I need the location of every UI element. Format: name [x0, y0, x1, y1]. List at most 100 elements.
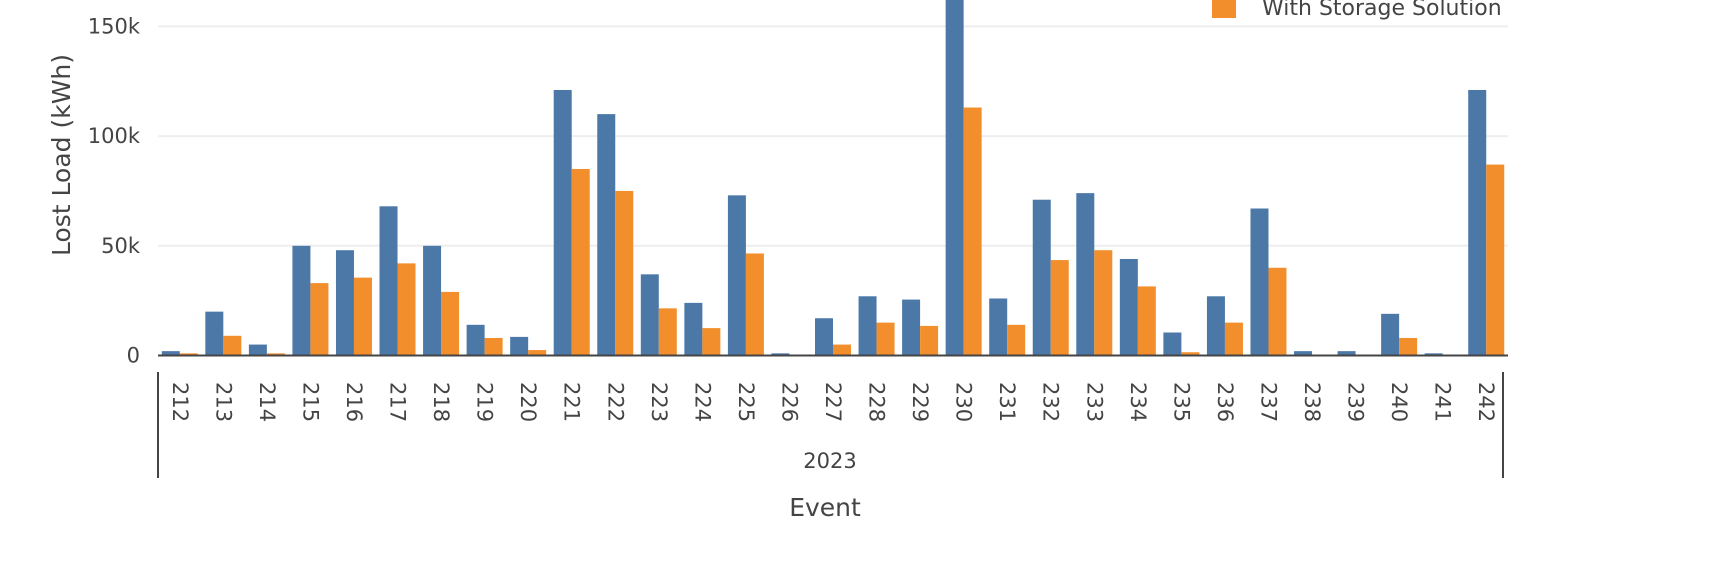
- bar-baseline-219[interactable]: [466, 324, 485, 356]
- bar-baseline-214[interactable]: [248, 344, 267, 356]
- bar-baseline-241[interactable]: [1424, 353, 1443, 356]
- x-tick-label-238: 238: [1300, 382, 1324, 422]
- bar-baseline-230[interactable]: [945, 0, 964, 356]
- bar-baseline-232[interactable]: [1032, 199, 1051, 356]
- bar-with-storage-235[interactable]: [1181, 352, 1200, 356]
- year-label: 2023: [803, 449, 856, 473]
- bar-with-storage-231[interactable]: [1007, 324, 1026, 356]
- y-tick-label: 150k: [88, 14, 141, 38]
- bar-with-storage-219[interactable]: [484, 337, 503, 356]
- bar-with-storage-240[interactable]: [1399, 337, 1418, 356]
- x-tick-label-220: 220: [516, 382, 540, 422]
- x-tick-label-216: 216: [342, 382, 366, 422]
- bar-with-storage-234[interactable]: [1137, 286, 1156, 356]
- bar-baseline-242[interactable]: [1468, 89, 1487, 356]
- bar-with-storage-237[interactable]: [1268, 267, 1287, 356]
- x-tick-label-230: 230: [952, 382, 976, 422]
- x-tick-label-227: 227: [821, 382, 845, 422]
- bar-baseline-215[interactable]: [292, 245, 311, 356]
- bar-baseline-220[interactable]: [510, 336, 529, 356]
- x-axis-ticks: 212 213 214 215 216 217 218 219 220 221 222 223 224 2…: [168, 382, 1498, 422]
- x-tick-label-229: 229: [908, 382, 932, 422]
- bar-with-storage-215[interactable]: [310, 283, 329, 356]
- x-tick-label-224: 224: [690, 382, 714, 422]
- x-tick-label-213: 213: [211, 382, 235, 422]
- bar-with-storage-232[interactable]: [1050, 260, 1069, 356]
- legend-swatch-with-storage[interactable]: [1212, 0, 1236, 18]
- bar-with-storage-225[interactable]: [745, 253, 764, 356]
- bars: [161, 0, 1505, 356]
- bar-baseline-212[interactable]: [161, 351, 180, 356]
- y-tick-label: 50k: [101, 234, 141, 258]
- bar-with-storage-213[interactable]: [223, 335, 242, 356]
- x-tick-label-217: 217: [386, 382, 410, 422]
- bar-with-storage-228[interactable]: [876, 322, 895, 356]
- bar-with-storage-221[interactable]: [571, 168, 590, 356]
- x-tick-label-221: 221: [560, 382, 584, 422]
- bar-with-storage-214[interactable]: [266, 353, 285, 356]
- bar-baseline-216[interactable]: [335, 250, 354, 356]
- x-tick-label-222: 222: [603, 382, 627, 422]
- bar-baseline-222[interactable]: [597, 114, 616, 356]
- bar-baseline-237[interactable]: [1250, 208, 1269, 356]
- bar-with-storage-216[interactable]: [353, 277, 372, 356]
- bar-with-storage-224[interactable]: [702, 328, 721, 356]
- bar-baseline-213[interactable]: [205, 311, 224, 356]
- x-tick-label-234: 234: [1126, 382, 1150, 422]
- legend: With Storage Solution: [1188, 0, 1518, 21]
- bar-with-storage-223[interactable]: [658, 308, 677, 356]
- bar-baseline-235[interactable]: [1163, 332, 1182, 356]
- bar-baseline-236[interactable]: [1206, 296, 1225, 356]
- x-tick-label-237: 237: [1256, 382, 1280, 422]
- y-axis-ticks: 0 50k 100k 150k: [88, 14, 141, 367]
- x-tick-label-235: 235: [1169, 382, 1193, 422]
- x-tick-label-219: 219: [473, 382, 497, 422]
- bar-baseline-240[interactable]: [1381, 313, 1400, 356]
- y-tick-label: 0: [127, 344, 140, 368]
- x-tick-label-225: 225: [734, 382, 758, 422]
- y-axis-title: Lost Load (kWh): [47, 54, 76, 256]
- legend-label-with-storage[interactable]: With Storage Solution: [1262, 0, 1502, 21]
- bar-baseline-238[interactable]: [1294, 351, 1313, 356]
- bar-with-storage-233[interactable]: [1094, 250, 1113, 356]
- bar-baseline-221[interactable]: [553, 89, 572, 356]
- bar-baseline-231[interactable]: [989, 298, 1008, 356]
- bar-baseline-224[interactable]: [684, 302, 703, 356]
- x-tick-label-232: 232: [1039, 382, 1063, 422]
- bar-with-storage-218[interactable]: [441, 291, 460, 356]
- bar-baseline-223[interactable]: [640, 274, 659, 356]
- x-axis-title: Event: [789, 493, 861, 522]
- x-tick-label-226: 226: [777, 382, 801, 422]
- bar-baseline-218[interactable]: [423, 245, 442, 356]
- bar-with-storage-230[interactable]: [963, 107, 982, 356]
- bar-with-storage-227[interactable]: [833, 344, 851, 356]
- x-tick-label-218: 218: [429, 382, 453, 422]
- bar-with-storage-242[interactable]: [1486, 164, 1505, 356]
- gridlines: [158, 25, 1508, 247]
- x-tick-label-228: 228: [865, 382, 889, 422]
- bar-baseline-239[interactable]: [1337, 351, 1356, 356]
- bar-with-storage-229[interactable]: [920, 325, 939, 356]
- x-tick-label-212: 212: [168, 382, 192, 422]
- x-tick-label-239: 239: [1344, 382, 1368, 422]
- bar-baseline-234[interactable]: [1119, 258, 1138, 356]
- bar-with-storage-217[interactable]: [397, 263, 416, 356]
- x-tick-label-233: 233: [1082, 382, 1106, 422]
- x-tick-label-231: 231: [995, 382, 1019, 422]
- bar-baseline-233[interactable]: [1076, 193, 1095, 356]
- legend-background: [1188, 0, 1518, 20]
- bar-baseline-227[interactable]: [815, 318, 833, 356]
- x-tick-label-215: 215: [298, 382, 322, 422]
- bar-with-storage-236[interactable]: [1224, 322, 1243, 356]
- x-tick-label-242: 242: [1474, 382, 1498, 422]
- x-tick-label-214: 214: [255, 382, 279, 422]
- bar-with-storage-220[interactable]: [528, 350, 547, 356]
- bar-with-storage-212[interactable]: [179, 353, 198, 356]
- bar-with-storage-222[interactable]: [615, 190, 634, 356]
- bar-baseline-217[interactable]: [379, 206, 398, 356]
- bar-baseline-228[interactable]: [858, 296, 877, 356]
- bar-baseline-229[interactable]: [902, 299, 921, 356]
- bar-baseline-225[interactable]: [727, 195, 746, 356]
- bar-baseline-226[interactable]: [771, 353, 790, 356]
